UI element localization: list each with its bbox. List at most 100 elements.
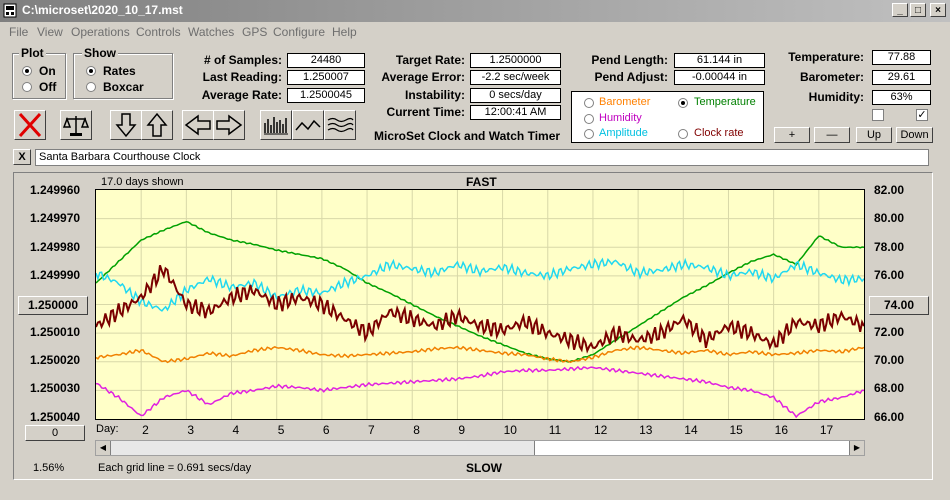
- plot-group-label: Plot: [19, 46, 46, 60]
- left-arrow-button[interactable]: [182, 110, 214, 140]
- menu-watches[interactable]: Watches: [188, 25, 235, 39]
- y-right-tick: 82.00: [874, 183, 905, 197]
- average-error-field: -2.2 sec/week: [470, 70, 561, 85]
- menu-bar: File View Operations Controls Watches GP…: [0, 22, 950, 42]
- last-reading-label: Last Reading:: [202, 70, 282, 84]
- menu-configure[interactable]: Configure: [273, 25, 326, 39]
- x-tick-label: 7: [368, 423, 375, 437]
- x-axis: 2 3 4 5 6 7 8 9 10 11 12 13 14 15 16 17: [95, 423, 865, 437]
- window-title: C:\microset\2020_10_17.mst: [22, 3, 183, 17]
- y-left-tick: 1.250030: [30, 381, 81, 395]
- scroll-left-arrow[interactable]: ◀: [96, 441, 111, 455]
- down-arrow-button[interactable]: [110, 110, 142, 140]
- x-tick-label: 13: [639, 423, 653, 437]
- arrow-up-icon: [146, 112, 168, 137]
- samples-label: # of Samples:: [203, 53, 282, 67]
- average-rate-label: Average Rate:: [201, 88, 282, 102]
- chart-panel: [13, 172, 933, 480]
- clear-clock-button[interactable]: X: [13, 149, 31, 165]
- grid-note: Each grid line = 0.691 secs/day: [98, 462, 252, 474]
- target-rate-label: Target Rate:: [395, 53, 465, 67]
- humidity-radio[interactable]: [584, 114, 594, 124]
- pend-adjust-label: Pend Adjust:: [594, 70, 668, 84]
- samples-field: 24480: [287, 53, 365, 68]
- plot-on-label: On: [39, 64, 56, 78]
- temperature-radio[interactable]: [678, 98, 688, 108]
- right-arrow-button[interactable]: [213, 110, 245, 140]
- minimize-button[interactable]: _: [892, 3, 908, 17]
- clock-rate-radio[interactable]: [678, 129, 688, 139]
- scroll-right-arrow[interactable]: ▶: [849, 441, 864, 455]
- boxcar-radio[interactable]: [86, 82, 96, 92]
- rates-label: Rates: [103, 64, 136, 78]
- multi-wave-button[interactable]: [324, 110, 356, 140]
- menu-view[interactable]: View: [37, 25, 63, 39]
- plus-button[interactable]: +: [774, 127, 810, 143]
- x-tick-label: 4: [232, 423, 240, 437]
- fast-label: FAST: [466, 175, 497, 189]
- zero-button[interactable]: 0: [25, 425, 85, 441]
- bar-graph-button[interactable]: [260, 110, 292, 140]
- clock-rate-option-label: Clock rate: [694, 127, 744, 139]
- scroll-thumb[interactable]: [534, 441, 849, 455]
- time-scrollbar[interactable]: ◀ ▶: [95, 440, 865, 456]
- last-reading-field: 1.250007: [287, 70, 365, 85]
- amplitude-option-label: Amplitude: [599, 127, 648, 139]
- y-left-tick: 1.250040: [30, 410, 81, 424]
- clock-name-field[interactable]: Santa Barbara Courthouse Clock: [35, 149, 929, 166]
- x-tick-label: 3: [187, 423, 195, 437]
- up-button[interactable]: Up: [856, 127, 892, 143]
- barometer-radio[interactable]: [584, 98, 594, 108]
- series-line-amplitude: [96, 257, 864, 312]
- x-tick-label: 2: [142, 423, 149, 437]
- plot-on-radio[interactable]: [22, 66, 32, 76]
- overlay-options-box: Barometer Temperature Humidity Amplitude…: [571, 91, 764, 143]
- y-right-tick: 78.00: [874, 240, 905, 254]
- pend-length-label: Pend Length:: [591, 53, 668, 67]
- menu-controls[interactable]: Controls: [136, 25, 181, 39]
- menu-operations[interactable]: Operations: [71, 25, 130, 39]
- y-right-tick: 66.00: [874, 410, 905, 424]
- minus-button[interactable]: —: [814, 127, 850, 143]
- percent-readout: 1.56%: [33, 462, 65, 474]
- center-rate-button[interactable]: 1.250000: [18, 296, 88, 315]
- temperature-field: 77.88: [872, 50, 931, 65]
- series-line-clock-rate: [96, 264, 864, 354]
- pend-adjust-field: -0.00044 in: [674, 70, 765, 85]
- center-overlay-button[interactable]: 74.00: [869, 296, 929, 315]
- x-tick-label: 12: [593, 423, 608, 437]
- x-tick-label: 15: [729, 423, 743, 437]
- target-rate-field[interactable]: 1.2500000: [470, 53, 561, 68]
- x-tick-label: 8: [413, 423, 420, 437]
- menu-file[interactable]: File: [9, 25, 29, 39]
- title-bar: C:\microset\2020_10_17.mst _ □ ×: [0, 0, 950, 22]
- rate-chart: [96, 190, 864, 419]
- balance-button[interactable]: [60, 110, 92, 140]
- up-arrow-button[interactable]: [141, 110, 173, 140]
- stop-button[interactable]: [14, 110, 46, 140]
- down-button[interactable]: Down: [896, 127, 933, 143]
- series-line-temperature: [96, 221, 864, 363]
- humidity-field: 63%: [872, 90, 931, 105]
- y-right-tick: 72.00: [874, 325, 905, 339]
- menu-gps[interactable]: GPS: [242, 25, 268, 39]
- humidity-check-1[interactable]: [872, 109, 884, 121]
- menu-help[interactable]: Help: [332, 25, 357, 39]
- plot-off-label: Off: [39, 80, 57, 94]
- humidity-check-2[interactable]: ✓: [916, 109, 928, 121]
- plot-off-radio[interactable]: [22, 82, 32, 92]
- arrow-right-icon: [216, 114, 243, 136]
- plot-area: [95, 189, 865, 420]
- close-button[interactable]: ×: [930, 3, 946, 17]
- y-left-tick: 1.250020: [30, 353, 81, 367]
- x-tick-label: 16: [774, 423, 788, 437]
- rates-radio[interactable]: [86, 66, 96, 76]
- arrow-down-icon: [115, 113, 137, 138]
- x-tick-label: 17: [819, 423, 834, 437]
- series-line-barometer: [96, 345, 864, 364]
- line-graph-button[interactable]: [292, 110, 324, 140]
- amplitude-radio[interactable]: [584, 129, 594, 139]
- multi-wave-icon: [327, 117, 354, 133]
- y-left-tick: 1.249970: [30, 211, 81, 225]
- maximize-button[interactable]: □: [910, 3, 926, 17]
